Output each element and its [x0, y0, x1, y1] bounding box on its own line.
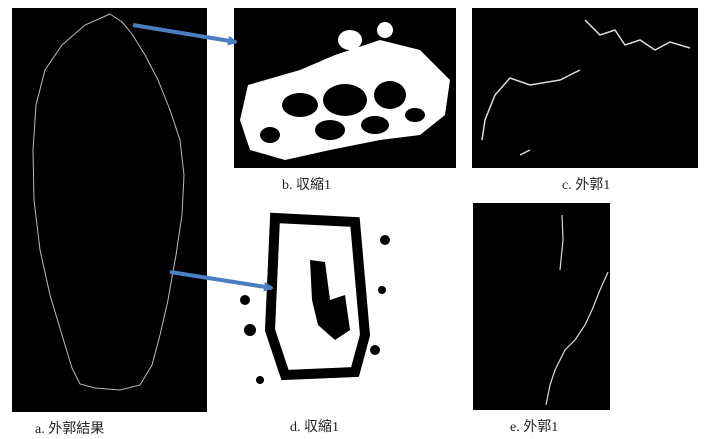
- panel-e: [473, 203, 610, 410]
- caption: d. 収縮1: [290, 419, 339, 435]
- panel-d: [237, 205, 392, 395]
- caption: b. 収縮1: [282, 177, 331, 193]
- caption: a. 外郭結果: [35, 420, 104, 437]
- panel-a: [12, 8, 207, 412]
- panel-c: [472, 8, 698, 168]
- figure: a. 外郭結果 b. 収縮1 c. 外郭1: [0, 0, 711, 439]
- caption: c. 外郭1: [562, 176, 610, 193]
- panel-b: [234, 8, 456, 168]
- caption: e. 外郭1: [510, 418, 558, 435]
